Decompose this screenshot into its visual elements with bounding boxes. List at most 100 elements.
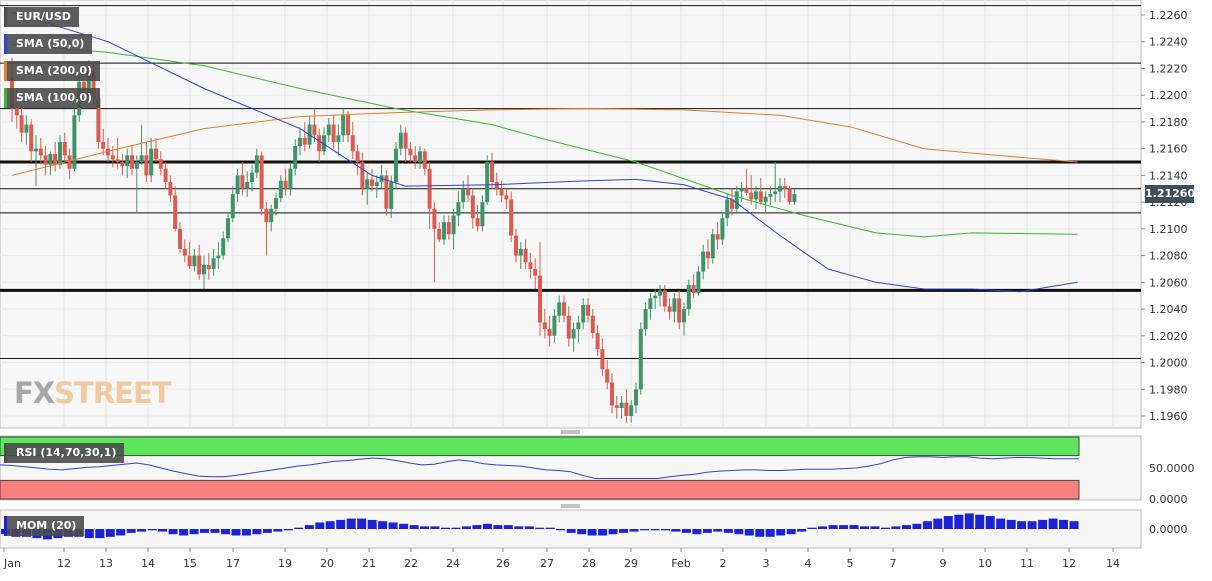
- candle-body: [163, 168, 168, 183]
- x-tick-label: 2: [720, 557, 727, 570]
- candle-body: [686, 285, 691, 310]
- candle-body: [605, 369, 610, 383]
- mom-bar: [860, 526, 869, 529]
- price-tick-label: 1.2260: [1149, 9, 1188, 22]
- candle-body: [725, 199, 730, 219]
- candle-body: [53, 154, 58, 165]
- candle-body: [187, 255, 192, 267]
- candle-body: [278, 180, 283, 199]
- mom-bar: [1038, 519, 1048, 529]
- mom-bar: [901, 525, 911, 529]
- x-tick-label: 11: [1020, 557, 1034, 570]
- mom-bar: [734, 529, 744, 535]
- mom-bar: [409, 525, 419, 529]
- mom-bar: [283, 529, 293, 531]
- candle-body: [134, 162, 139, 169]
- candle-body: [451, 215, 456, 235]
- mom-bar: [744, 529, 754, 536]
- candle-body: [259, 155, 264, 209]
- sma50-label[interactable]: SMA (50,0): [4, 34, 93, 54]
- mom-bar: [137, 529, 147, 532]
- candle-body: [581, 305, 586, 323]
- candle-body: [792, 194, 797, 203]
- candle-body: [566, 315, 571, 339]
- x-tick-label: 14: [141, 557, 155, 570]
- candle-body: [158, 159, 163, 169]
- candle-body: [437, 228, 442, 240]
- candle-body: [490, 162, 494, 183]
- mom-bar: [943, 516, 953, 529]
- mom-bar: [461, 526, 471, 529]
- mom-bar: [378, 521, 388, 529]
- sma200-text: SMA (200,0): [16, 64, 93, 77]
- candle-body: [456, 202, 461, 216]
- mom-bar: [681, 529, 691, 533]
- mom-bar: [503, 525, 513, 529]
- mom-bar: [336, 519, 346, 529]
- rsi-text: RSI (14,70,30,1): [16, 446, 117, 459]
- mom-bar: [493, 525, 503, 529]
- candle-body: [245, 182, 250, 189]
- price-tick-label: 1.2200: [1149, 89, 1188, 102]
- candle-body: [317, 135, 322, 152]
- rsi-overbought-zone: [0, 436, 1080, 457]
- rsi-line: [0, 456, 1079, 479]
- candle-body: [14, 108, 19, 116]
- mom-bar: [482, 523, 492, 529]
- price-tick-label: 1.1980: [1149, 383, 1188, 396]
- candle-body: [778, 186, 782, 192]
- price-tick-label: 1.2220: [1149, 62, 1188, 75]
- mom-bar: [179, 529, 189, 536]
- mom-bar: [95, 529, 105, 539]
- candle-body: [744, 188, 749, 193]
- candle-body: [734, 191, 739, 209]
- sma100-label[interactable]: SMA (100,0): [4, 88, 101, 108]
- price-tick-label: 1.2080: [1149, 250, 1188, 263]
- candle-body: [394, 148, 398, 183]
- candle-body: [624, 402, 629, 416]
- candle-body: [254, 155, 259, 173]
- candle-body: [101, 141, 106, 149]
- mom-bar: [315, 522, 325, 529]
- sma50-line: [11, 11, 1078, 293]
- candle-body: [168, 182, 173, 196]
- x-tick-label: 9: [940, 557, 947, 570]
- candle-body: [442, 222, 446, 240]
- price-tick-label: 1.2000: [1149, 357, 1188, 370]
- mom-bar: [629, 529, 639, 532]
- mom-bar: [765, 529, 775, 537]
- candle-body: [202, 264, 206, 275]
- mom-bar: [1069, 521, 1079, 529]
- mom-bar: [577, 529, 587, 535]
- mom-bar: [954, 514, 964, 529]
- sma200-label[interactable]: SMA (200,0): [4, 61, 101, 81]
- mom-bar: [849, 525, 859, 529]
- candle-body: [288, 168, 293, 189]
- candle-body: [518, 248, 523, 256]
- candle-body: [341, 115, 346, 136]
- mom-bar: [933, 518, 943, 529]
- candle-body: [768, 194, 773, 197]
- candle-body: [106, 148, 110, 156]
- sma100-line: [11, 43, 1078, 238]
- rsi-label[interactable]: RSI (14,70,30,1): [4, 443, 125, 463]
- mom-bar: [84, 529, 94, 539]
- mom-bar: [985, 516, 995, 529]
- candle-body: [677, 298, 682, 323]
- mom-bar: [147, 529, 157, 531]
- mom-bar: [241, 529, 251, 536]
- mom-bar: [325, 521, 335, 529]
- x-tick-label: 5: [847, 557, 854, 570]
- mom-label[interactable]: MOM (20): [4, 516, 85, 536]
- candle-body: [86, 71, 91, 96]
- candle-body: [283, 180, 288, 189]
- candle-body: [595, 333, 600, 350]
- candle-body: [197, 255, 202, 275]
- candle-body: [115, 159, 120, 163]
- symbol-label[interactable]: EUR/USD: [4, 7, 79, 27]
- x-tick-label: 3: [763, 557, 770, 570]
- candle-body: [763, 196, 768, 203]
- rsi-tick-label: 50.0000: [1149, 462, 1195, 475]
- candle-body: [610, 382, 614, 406]
